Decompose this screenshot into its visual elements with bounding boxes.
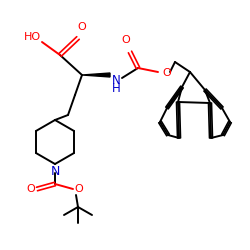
Text: H: H: [112, 82, 121, 94]
Text: O: O: [74, 184, 84, 194]
Text: HO: HO: [24, 32, 40, 42]
Text: O: O: [78, 22, 86, 32]
Polygon shape: [82, 73, 110, 77]
Text: O: O: [26, 184, 36, 194]
Text: N: N: [112, 74, 121, 86]
Text: N: N: [50, 165, 60, 178]
Text: O: O: [162, 68, 171, 78]
Text: O: O: [122, 35, 130, 45]
